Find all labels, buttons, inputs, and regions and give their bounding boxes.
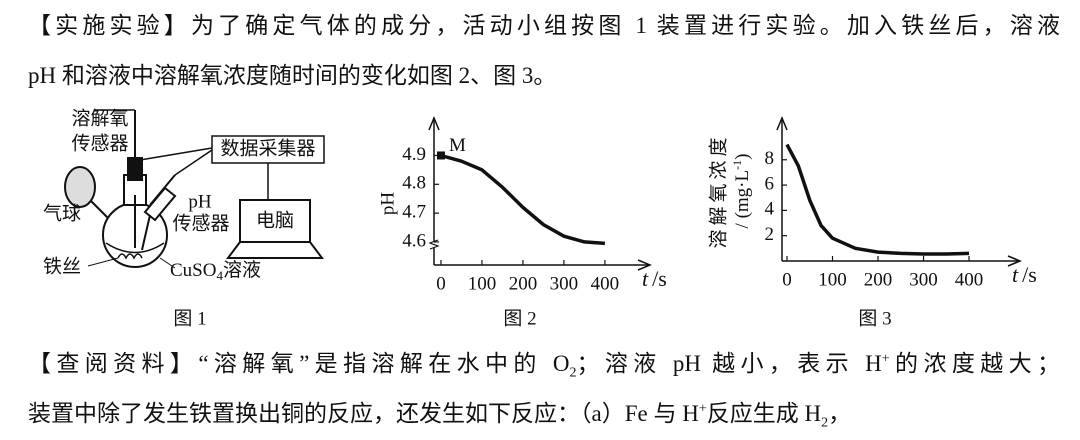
caption: 图 2	[503, 308, 536, 329]
y-tick-label: 8	[765, 148, 775, 169]
arrow	[428, 116, 440, 131]
x-label: t/s	[642, 266, 667, 291]
superscript: +	[698, 401, 707, 417]
subscript: 2	[569, 365, 577, 381]
y-label: pH	[377, 192, 398, 216]
label: CuSO4溶液	[170, 259, 261, 283]
label: 气球	[43, 202, 81, 224]
notes-line: 【查阅资料】“溶解氧”是指溶解在水中的 O2；溶液 pH 越小，表示 H+的浓度…	[28, 344, 1060, 382]
text: 装置中除了发生铁置换出铜的反应，还发生如下反应：（a）Fe 与 H	[28, 401, 699, 426]
annotation: M	[449, 135, 466, 156]
label: 铁丝	[43, 255, 81, 277]
y-unit: / (mg·L-1)	[730, 154, 754, 229]
y-tick-label: 2	[765, 224, 775, 245]
y-tick-label: 4.8	[402, 173, 426, 194]
text: ，	[828, 401, 852, 426]
x-tick-label: 0	[782, 269, 792, 290]
formula: CuSO	[170, 260, 216, 281]
x-label: t/s	[1012, 262, 1037, 287]
x-tick-label: 400	[591, 273, 620, 294]
x-tick-label: 400	[955, 269, 984, 290]
y-tick-label: 4.9	[402, 144, 426, 165]
intro-line: pH 和溶液中溶解氧浓度随时间的变化如图 2、图 3。	[28, 63, 557, 88]
name: 溶液	[223, 259, 261, 281]
unit-sup: -1	[730, 160, 744, 170]
x-label-unit: /s	[1022, 262, 1037, 287]
x-tick-label: 300	[550, 273, 579, 294]
point-marker	[436, 151, 445, 160]
subscript: 2	[821, 415, 829, 431]
label: 溶解氧	[71, 107, 128, 129]
caption: 图 3	[858, 308, 891, 329]
intro-line: 【实施实验】为了确定气体的成分，活动小组按图 1 装置进行实验。加入铁丝后，溶液	[28, 13, 1060, 38]
label: 数据采集器	[220, 137, 315, 159]
unit-text: )	[732, 154, 753, 160]
data-line	[785, 143, 970, 256]
y-tick-label: 4	[765, 199, 775, 220]
text: ；溶液 pH 越小，表示 H	[576, 351, 882, 376]
x-tick-label: 100	[818, 269, 847, 290]
caption: 图 1	[173, 308, 206, 329]
notes-line: 装置中除了发生铁置换出铜的反应，还发生如下反应：（a）Fe 与 H+反应生成 H…	[28, 394, 1060, 432]
label: 传感器	[71, 132, 128, 154]
x-label-var: t	[1012, 262, 1019, 287]
y-label: 溶解氧浓度	[707, 133, 729, 248]
y-tick-label: 6	[765, 173, 775, 194]
text: 反应生成 H	[706, 401, 822, 426]
apparatus	[64, 109, 325, 269]
arrow	[776, 116, 788, 131]
y-tick-label: 4.6	[402, 230, 426, 251]
superscript: +	[881, 351, 890, 367]
data-line	[440, 153, 606, 246]
unit-text: / (mg·L	[732, 170, 753, 229]
x-label-var: t	[642, 266, 649, 291]
arrow	[637, 259, 652, 271]
x-tick-label: 0	[436, 273, 446, 294]
x-tick-label: 300	[909, 269, 938, 290]
x-label-unit: /s	[652, 266, 667, 291]
y-tick-label: 4.7	[402, 201, 426, 222]
text: 【查阅资料】“溶解氧”是指溶解在水中的 O	[28, 351, 570, 376]
text: 的浓度越大；	[889, 351, 1060, 376]
arrow	[1007, 255, 1022, 267]
label: 电脑	[256, 209, 294, 231]
label: 传感器	[172, 212, 229, 234]
subscript: 4	[216, 268, 223, 283]
x-tick-label: 200	[509, 273, 538, 294]
x-tick-label: 200	[864, 269, 893, 290]
x-tick-label: 100	[468, 273, 497, 294]
label: pH	[188, 191, 212, 212]
